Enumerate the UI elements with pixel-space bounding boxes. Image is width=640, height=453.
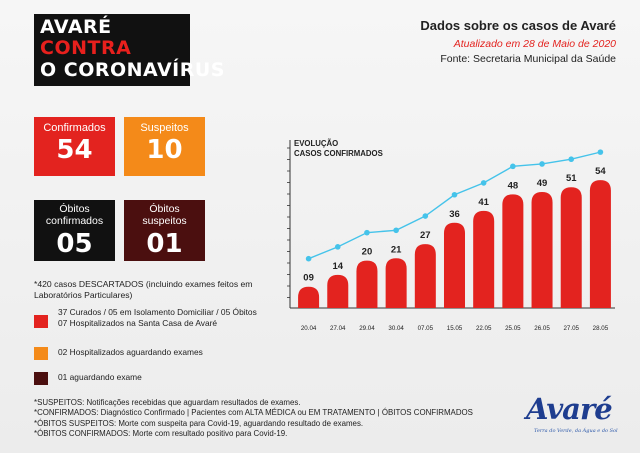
data-label: 14 — [332, 261, 343, 272]
deaths-suspected-box: Óbitos suspeitos 01 — [124, 200, 205, 261]
deaths-confirmed-box: Óbitos confirmados 05 — [34, 200, 115, 261]
confirmed-label: Confirmados — [43, 122, 106, 134]
title-line-3: O CORONAVÍRUS — [40, 59, 225, 81]
x-tick-label: 27.04 — [330, 325, 346, 332]
header-info: Dados sobre os casos de Avaré Atualizado… — [420, 18, 616, 67]
x-tick-label: 22.05 — [476, 325, 492, 332]
x-tick-label: 30.04 — [388, 325, 404, 332]
data-label: 51 — [566, 173, 577, 184]
evolution-chart: 09 20.04 14 27.04 20 29.04 21 30.04 27 07.05 36 15.… — [287, 140, 615, 332]
legend-red-line-2: 07 Hospitalizados na Santa Casa de Avaré — [58, 317, 218, 328]
bar — [385, 258, 407, 308]
chart-title-line-2: CASOS CONFIRMADOS — [294, 149, 383, 158]
confirmed-value: 54 — [56, 135, 93, 165]
title-line-2: CONTRA — [40, 37, 132, 59]
suspected-box: Suspeitos 10 — [124, 117, 205, 176]
data-label: 36 — [449, 209, 460, 220]
legend-darkred-text: 01 aguardando exame — [58, 372, 142, 382]
bar — [473, 210, 495, 308]
footnote: *CONFIRMADOS: Diagnóstico Confirmado | P… — [34, 408, 473, 418]
header-updated: Atualizado em 28 de Maio de 2020 — [453, 38, 616, 50]
x-tick-label: 28.05 — [593, 325, 609, 332]
legend-darkred-swatch — [34, 372, 48, 385]
bar — [298, 286, 320, 308]
data-label: 21 — [391, 244, 402, 255]
legend-red-line-1: 37 Curados / 05 em Isolamento Domiciliar… — [58, 307, 257, 317]
confirmed-box: Confirmados 54 — [34, 117, 115, 176]
data-label: 27 — [420, 230, 431, 241]
avare-logo: Avaré Terra do Verde, da Água e do Sol — [518, 390, 622, 446]
deaths-suspected-value: 01 — [146, 229, 183, 259]
discarded-note: *420 casos DESCARTADOS (incluindo exames… — [34, 279, 253, 300]
data-label: 49 — [537, 178, 548, 189]
data-label: 54 — [595, 166, 606, 177]
trend-point — [305, 255, 312, 262]
chart-title: EVOLUÇÃO CASOS CONFIRMADOS — [294, 139, 383, 159]
legend-orange-text: 02 Hospitalizados aguardando exames — [58, 347, 203, 357]
bar — [531, 191, 553, 308]
bar — [443, 222, 466, 308]
footnote: *ÓBITOS SUSPEITOS: Morte com suspeita pa… — [34, 418, 364, 428]
data-label: 20 — [362, 247, 373, 258]
x-tick-label: 25.05 — [505, 325, 521, 332]
x-tick-label: 27.05 — [563, 325, 579, 332]
x-tick-label: 07.05 — [418, 325, 434, 332]
header-heading: Dados sobre os casos de Avaré — [420, 18, 616, 33]
trend-point — [422, 213, 429, 219]
chart-title-line-1: EVOLUÇÃO — [294, 139, 339, 148]
bar — [589, 180, 611, 308]
header-source: Fonte: Secretaria Municipal da Saúde — [440, 53, 616, 65]
suspected-value: 10 — [146, 135, 183, 165]
bar — [502, 194, 524, 308]
x-tick-label: 20.04 — [301, 325, 317, 332]
bar — [356, 260, 378, 308]
trend-point — [451, 191, 458, 198]
trend-point — [597, 149, 604, 155]
trend-point — [480, 180, 487, 186]
trend-point — [510, 163, 516, 170]
bar — [327, 274, 349, 308]
data-label: 41 — [478, 197, 489, 208]
legend-red-text: 37 Curados / 05 em Isolamento Domiciliar… — [58, 307, 257, 328]
x-tick-label: 26.05 — [534, 325, 550, 332]
trend-point — [568, 156, 575, 163]
legend-orange-swatch — [34, 347, 48, 360]
deaths-confirmed-label-1: Óbitos — [59, 203, 90, 215]
bar — [560, 187, 582, 308]
suspected-label: Suspeitos — [140, 122, 189, 134]
footnotes: *SUSPEITOS: Notificações recebidas que a… — [34, 398, 473, 440]
deaths-suspected-label-1: Óbitos — [149, 203, 180, 215]
data-label: 09 — [303, 273, 314, 284]
trend-point — [364, 229, 370, 236]
trend-point — [334, 244, 341, 250]
deaths-confirmed-label-2: confirmados — [45, 215, 104, 227]
footnote: *SUSPEITOS: Notificações recebidas que a… — [34, 398, 301, 407]
title-line-1: AVARÉ — [40, 16, 112, 38]
bar — [414, 244, 436, 308]
x-tick-label: 15.05 — [447, 325, 463, 332]
deaths-confirmed-value: 05 — [56, 229, 93, 259]
trend-point — [539, 161, 545, 167]
logo-tagline: Terra do Verde, da Água e do Sol — [534, 428, 618, 434]
x-tick-label: 29.04 — [359, 325, 375, 332]
trend-point — [393, 227, 399, 234]
deaths-suspected-label-2: suspeitos — [142, 215, 187, 227]
footnote: *ÓBITOS CONFIRMADOS: Morte com resultado… — [34, 429, 288, 439]
title-block: AVARÉ CONTRA O CORONAVÍRUS — [34, 14, 224, 86]
logo-word: Avaré — [526, 392, 613, 426]
data-label: 48 — [508, 180, 519, 191]
legend-red-swatch — [34, 315, 48, 328]
